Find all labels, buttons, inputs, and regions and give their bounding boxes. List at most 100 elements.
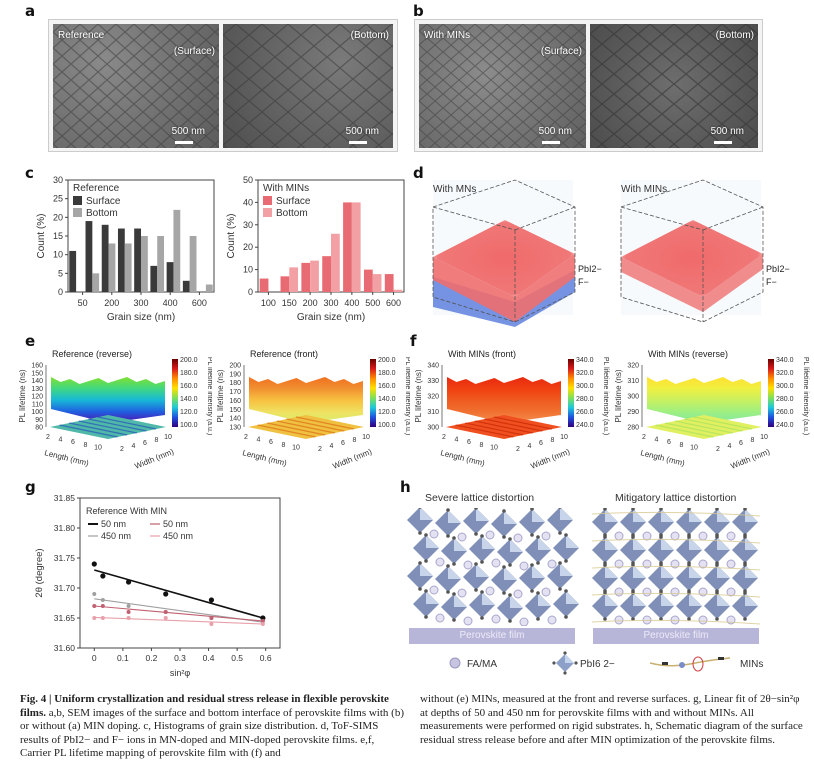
iodide-atom xyxy=(715,563,719,567)
data-point xyxy=(260,622,265,626)
iodide-atom xyxy=(474,532,478,536)
colorbar-tick-label: 160.0 xyxy=(378,383,396,390)
length-tick-label: 6 xyxy=(667,439,671,446)
x-tick-label: 200 xyxy=(104,298,119,308)
bar-surface xyxy=(280,276,290,292)
iodide-atom xyxy=(564,615,568,619)
iodide-atom xyxy=(743,591,747,595)
length-axis-label: Length (mm) xyxy=(44,448,91,468)
iodide-atom xyxy=(603,563,607,567)
fa-ma-cation xyxy=(614,587,624,597)
colorbar xyxy=(568,359,574,427)
length-tick-label: 4 xyxy=(59,437,63,444)
iodide-atom xyxy=(564,559,568,563)
octahedron-face xyxy=(689,509,702,522)
lattice-schematic xyxy=(407,508,761,626)
octahedron-face xyxy=(476,564,489,577)
z-tick-label: 330 xyxy=(427,378,439,385)
fa-ma-cation xyxy=(614,615,624,625)
octahedron-face xyxy=(633,509,646,522)
x-tick-label: 200 xyxy=(303,298,318,308)
y-tick-label: 31.65 xyxy=(54,613,76,623)
data-point xyxy=(209,616,214,620)
y-tick-label: 0 xyxy=(58,287,63,297)
z-tick-label: 150 xyxy=(31,370,43,377)
length-tick-label: 6 xyxy=(71,439,75,446)
data-point xyxy=(92,592,97,596)
bar-bottom xyxy=(372,274,382,292)
octahedron-face xyxy=(745,565,758,578)
iodide-atom xyxy=(508,563,512,567)
width-tick-label: 8 xyxy=(353,437,357,444)
iodide-atom xyxy=(530,533,534,537)
length-axis-label: Length (mm) xyxy=(242,448,289,468)
iodide-atom xyxy=(558,561,562,565)
width-tick-label: 2 xyxy=(716,446,720,453)
z-tick-label: 90 xyxy=(35,417,43,424)
octahedron-face xyxy=(448,566,461,579)
colorbar-tick-label: 140.0 xyxy=(180,396,198,403)
iodide-atom xyxy=(480,616,484,620)
colorbar-tick-label: 200.0 xyxy=(378,357,396,364)
y-tick-label: 20 xyxy=(243,242,253,252)
colorbar-label: PL lifetime intensity (a.u.) xyxy=(802,357,809,435)
z-tick-label: 130 xyxy=(229,425,241,432)
x-tick-label: 0.3 xyxy=(174,653,186,663)
min-chain xyxy=(591,592,761,598)
octahedron-face xyxy=(532,565,545,578)
lifetime-surface xyxy=(51,377,165,423)
iodide-atom xyxy=(631,508,635,511)
iodide-atom xyxy=(687,617,691,621)
width-axis-label: Width (mm) xyxy=(729,447,771,471)
iodide-atom xyxy=(446,534,450,538)
colorbar-tick-label: 100.0 xyxy=(378,422,396,429)
z-tick-label: 200 xyxy=(229,363,241,370)
fit-line xyxy=(94,616,263,625)
floor-stripe xyxy=(684,418,743,432)
width-tick-label: 6 xyxy=(341,440,345,447)
min-chain xyxy=(591,565,761,571)
iodide-atom xyxy=(715,508,719,511)
colorbar-tick-label: 260.0 xyxy=(576,409,594,416)
legend-label: 450 nm xyxy=(163,531,193,541)
data-point xyxy=(125,579,132,585)
z-tick-label: 160 xyxy=(31,363,43,370)
octahedron-face xyxy=(448,510,461,523)
map-title: Reference (front) xyxy=(250,349,318,359)
legend-label-bottom: Bottom xyxy=(276,208,308,219)
sem-tag-surface: (Surface) xyxy=(540,46,582,57)
bar-surface xyxy=(150,265,158,292)
octahedron-face xyxy=(605,509,618,522)
z-tick-label: 170 xyxy=(229,389,241,396)
sem-tag-bottom: (Bottom) xyxy=(715,30,754,41)
z-tick-label: 110 xyxy=(32,401,43,408)
colorbar-tick-label: 320.0 xyxy=(576,370,594,377)
legend-label-bottom: Bottom xyxy=(86,208,118,219)
ion-label-f: F− xyxy=(766,277,777,287)
panel-label-f: f xyxy=(410,332,417,350)
fa-ma-cation xyxy=(491,614,501,624)
bar-surface xyxy=(259,278,269,292)
scale-bar xyxy=(175,141,193,144)
iodide-atom xyxy=(418,508,422,509)
y-axis-label: Count (%) xyxy=(226,213,237,258)
iodide-atom xyxy=(474,588,478,592)
z-tick-label: 320 xyxy=(627,363,639,370)
z-axis-label: PL lifetime (ns) xyxy=(414,369,423,422)
floor-stripe xyxy=(276,420,335,434)
octahedron-face xyxy=(482,536,495,549)
grain-texture xyxy=(223,24,393,148)
fa-ma-cation xyxy=(513,589,523,599)
fa-ma-cation xyxy=(429,585,439,595)
octahedron-face xyxy=(689,565,702,578)
schematic-title-left: Severe lattice distortion xyxy=(425,492,535,504)
fa-ma-icon xyxy=(449,657,461,669)
y-tick-label: 25 xyxy=(53,194,63,204)
bar-surface xyxy=(101,224,109,292)
octahedron-face xyxy=(504,567,517,580)
iodide-atom xyxy=(508,537,512,541)
octahedron-face xyxy=(661,509,674,522)
fa-ma-cation xyxy=(698,615,708,625)
